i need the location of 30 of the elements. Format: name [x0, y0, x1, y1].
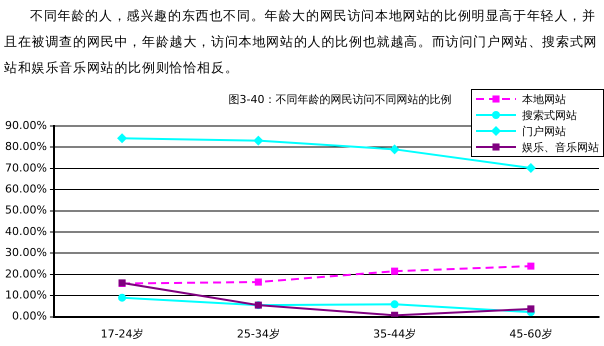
- y-tick-label: 50.00%: [4, 204, 47, 217]
- point: [526, 162, 536, 173]
- y-tick-label: 70.00%: [4, 161, 47, 174]
- x-tick-label: 17-24岁: [100, 327, 144, 340]
- y-tick-label: 30.00%: [4, 246, 47, 260]
- y-tick-label: 90.00%: [4, 118, 47, 132]
- y-tick-label: 20.00%: [4, 267, 47, 280]
- y-tick-label: 60.00%: [4, 182, 47, 196]
- point: [390, 144, 400, 154]
- legend-label: 娱乐、音乐网站: [522, 140, 599, 154]
- y-tick-label: 40.00%: [4, 224, 47, 238]
- x-tick-label: 35-44岁: [373, 327, 416, 340]
- y-tick-label: 80.00%: [4, 140, 47, 154]
- x-tick-label: 25-34岁: [236, 327, 280, 340]
- point: [391, 268, 398, 275]
- text: 不同年龄的人，感兴趣的东西也不同。年龄大的网民访问本地网站的比例明显高于年轻人，并且在被调查的网民中，年龄越大，访问本地网站的人的比例也就越高。而访问门户网站、搜索式网站和娱乐音乐网站的比例则恰恰相反。: [4, 8, 598, 78]
- legend-label: 搜索式网站: [522, 108, 577, 122]
- point: [253, 136, 264, 146]
- chart-title: 图3-40：不同年龄的网民访问不同网站的比例: [228, 93, 452, 106]
- y-tick-label: 0.00%: [12, 310, 47, 323]
- point: [527, 262, 534, 270]
- point: [527, 305, 534, 312]
- legend-label: 本地网站: [522, 92, 566, 106]
- y-tick-label: 10.00%: [4, 288, 47, 302]
- point: [390, 300, 399, 308]
- point: [254, 278, 262, 286]
- point: [117, 133, 128, 144]
- x-tick-label: 45-60岁: [509, 327, 552, 340]
- legend-label: 门户网站: [522, 124, 566, 138]
- point: [118, 294, 126, 302]
